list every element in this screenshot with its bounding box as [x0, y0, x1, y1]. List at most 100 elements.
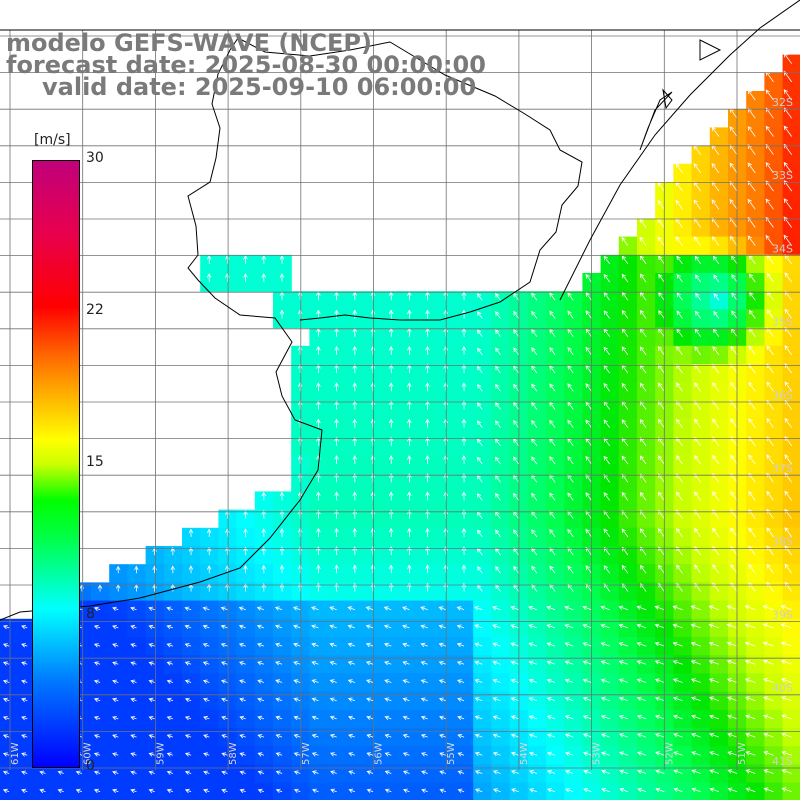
wind-speed-cell [618, 782, 638, 800]
wind-arrow [352, 564, 358, 574]
wind-speed-cell [764, 782, 784, 800]
wind-arrow [370, 309, 376, 319]
wind-arrow [582, 678, 592, 683]
wind-arrow [658, 310, 665, 319]
wind-arrow [476, 456, 483, 465]
wind-speed-cell [491, 655, 511, 674]
wind-speed-cell [709, 728, 729, 747]
wind-speed-cell [327, 291, 347, 310]
wind-arrow [112, 625, 119, 630]
wind-speed-cell [400, 473, 420, 492]
wind-arrow [425, 345, 430, 355]
wind-arrow [2, 752, 10, 757]
wind-arrow [439, 715, 447, 720]
wind-arrow [474, 733, 483, 738]
wind-arrow [352, 309, 358, 319]
wind-arrow [784, 272, 793, 283]
wind-arrow [334, 418, 339, 428]
wind-arrow [275, 642, 283, 648]
wind-arrow [711, 126, 720, 137]
wind-arrow [546, 605, 556, 611]
wind-arrow [495, 438, 501, 447]
wind-speed-cell [564, 637, 583, 656]
wind-speed-cell [327, 455, 347, 474]
wind-arrow [585, 383, 592, 392]
wind-speed-cell [709, 491, 729, 511]
wind-speed-cell [309, 618, 329, 638]
wind-speed-cell [327, 491, 347, 511]
wind-speed-cell [273, 600, 292, 620]
wind-arrow [763, 714, 774, 720]
wind-speed-cell [527, 509, 547, 529]
wind-speed-cell [564, 291, 583, 310]
wind-arrow [311, 733, 319, 739]
wind-arrow [493, 770, 501, 775]
wind-arrow [293, 715, 301, 721]
wind-arrow [130, 643, 137, 648]
wind-arrow [784, 454, 793, 465]
wind-arrow [206, 528, 212, 537]
wind-speed-cell [309, 291, 329, 310]
wind-speed-cell [527, 327, 547, 347]
wind-arrow [388, 345, 394, 355]
wind-speed-cell [691, 418, 711, 438]
wind-arrow [297, 345, 303, 355]
wind-arrow [384, 697, 392, 702]
wind-arrow [727, 714, 738, 720]
wind-speed-cell [109, 618, 128, 638]
wind-arrow [766, 381, 774, 392]
wind-arrow [311, 679, 319, 684]
wind-arrow [112, 661, 119, 666]
wind-speed-cell [546, 291, 565, 310]
wind-speed-cell [236, 691, 256, 711]
wind-speed-cell [782, 582, 800, 602]
wind-speed-cell [473, 728, 492, 747]
wind-arrow [621, 455, 629, 465]
wind-speed-cell [546, 473, 565, 492]
wind-arrow [603, 382, 611, 392]
wind-arrow [531, 383, 538, 392]
wind-speed-cell [527, 291, 547, 310]
wind-arrow [148, 697, 155, 703]
wind-arrow [672, 641, 683, 647]
wind-arrow [726, 605, 738, 611]
wind-speed-cell [709, 400, 729, 420]
wind-speed-cell [637, 655, 656, 674]
wind-speed-cell [400, 564, 420, 583]
wind-arrow [513, 420, 520, 428]
wind-arrow [621, 346, 629, 356]
wind-speed-cell [709, 127, 729, 147]
wind-speed-cell [254, 691, 274, 711]
wind-arrow [366, 715, 374, 720]
wind-speed-cell [382, 473, 401, 492]
wind-speed-cell [564, 400, 583, 420]
wind-speed-cell [236, 254, 256, 274]
wind-arrow [257, 642, 265, 648]
wind-speed-cell [728, 436, 747, 456]
wind-speed-cell [709, 527, 729, 547]
wind-arrow [347, 697, 356, 702]
wind-speed-cell [473, 364, 492, 383]
wind-arrow [370, 455, 376, 465]
wind-arrow [366, 788, 374, 793]
wind-arrow [148, 716, 155, 721]
wind-speed-cell [163, 637, 183, 656]
wind-speed-cell [600, 600, 620, 620]
wind-speed-cell [109, 764, 128, 784]
wind-speed-cell [236, 673, 256, 693]
wind-arrow [729, 162, 738, 174]
wind-arrow [766, 309, 774, 319]
wind-arrow [565, 788, 574, 793]
wind-arrow [694, 455, 702, 465]
wind-speed-cell [709, 218, 729, 238]
wind-arrow [585, 328, 592, 337]
wind-arrow [727, 751, 738, 756]
wind-arrow [279, 491, 285, 501]
wind-arrow [529, 769, 538, 775]
wind-arrow [456, 606, 465, 611]
wind-arrow [676, 455, 683, 465]
wind-arrow [57, 770, 64, 775]
wind-arrow [474, 606, 483, 611]
wind-speed-cell [709, 764, 729, 784]
wind-speed-cell [691, 527, 711, 547]
